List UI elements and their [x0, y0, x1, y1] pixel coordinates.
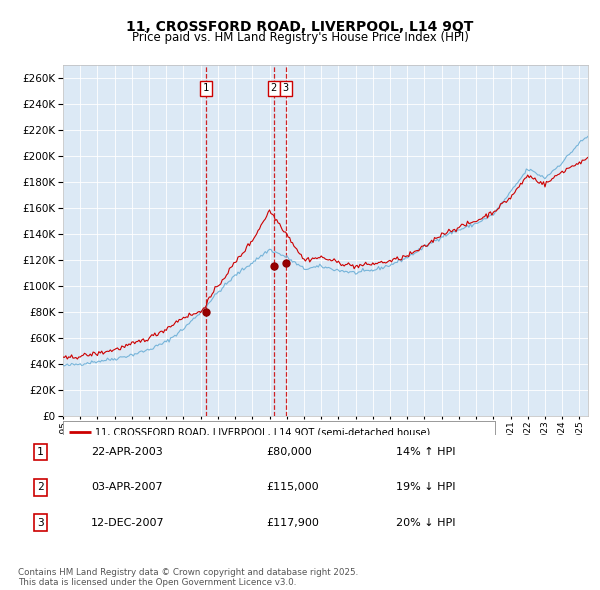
Text: 1: 1	[203, 83, 209, 93]
Text: HPI: Average price, semi-detached house, Liverpool: HPI: Average price, semi-detached house,…	[95, 447, 348, 456]
Text: 3: 3	[37, 518, 44, 527]
Text: £80,000: £80,000	[266, 447, 312, 457]
Text: 1: 1	[37, 447, 44, 457]
Text: 2: 2	[37, 483, 44, 492]
Text: 03-APR-2007: 03-APR-2007	[91, 483, 163, 492]
Text: 20% ↓ HPI: 20% ↓ HPI	[396, 518, 455, 527]
Text: £115,000: £115,000	[266, 483, 319, 492]
Text: 12-DEC-2007: 12-DEC-2007	[91, 518, 165, 527]
Text: Price paid vs. HM Land Registry's House Price Index (HPI): Price paid vs. HM Land Registry's House …	[131, 31, 469, 44]
Text: 3: 3	[283, 83, 289, 93]
Text: 11, CROSSFORD ROAD, LIVERPOOL, L14 9QT: 11, CROSSFORD ROAD, LIVERPOOL, L14 9QT	[127, 20, 473, 34]
Text: £117,900: £117,900	[266, 518, 319, 527]
Text: Contains HM Land Registry data © Crown copyright and database right 2025.
This d: Contains HM Land Registry data © Crown c…	[18, 568, 358, 587]
Text: 2: 2	[271, 83, 277, 93]
Text: 19% ↓ HPI: 19% ↓ HPI	[396, 483, 455, 492]
Text: 22-APR-2003: 22-APR-2003	[91, 447, 163, 457]
Text: 11, CROSSFORD ROAD, LIVERPOOL, L14 9QT (semi-detached house): 11, CROSSFORD ROAD, LIVERPOOL, L14 9QT (…	[95, 427, 431, 437]
Text: 14% ↑ HPI: 14% ↑ HPI	[396, 447, 455, 457]
